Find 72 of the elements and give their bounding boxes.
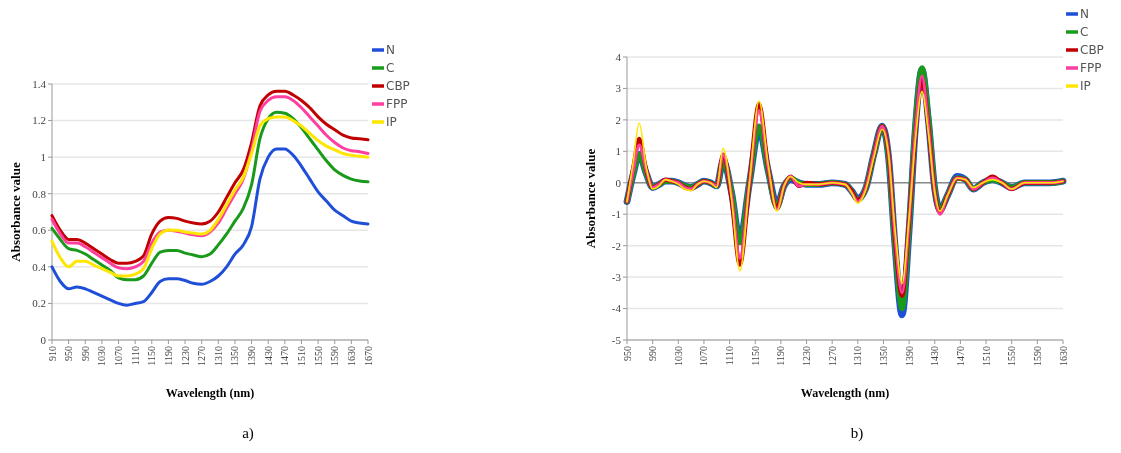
x-tick-label: 1230: [801, 346, 813, 366]
y-tick-label: 0: [615, 176, 622, 189]
legend-label: CBP: [386, 79, 410, 94]
x-tick-label: 1190: [775, 346, 787, 366]
y-axis-title: Absorbance value: [8, 162, 23, 262]
x-tick-label: 1190: [162, 346, 174, 366]
x-axis-title: Wavelength (nm): [800, 386, 890, 400]
x-tick-label: 910: [46, 346, 58, 361]
x-tick-label: 1630: [1057, 346, 1069, 366]
x-tick-label: 1590: [1031, 346, 1043, 366]
x-tick-label: 1230: [179, 346, 191, 366]
x-tick-label: 1390: [903, 346, 915, 366]
x-tick-label: 1470: [954, 346, 966, 366]
y-tick-label: -4: [611, 302, 622, 315]
x-tick-label: 1550: [1006, 346, 1018, 366]
x-tick-label: 1630: [345, 346, 357, 366]
y-tick-label: 0.4: [32, 260, 47, 273]
x-tick-label: 1430: [262, 346, 274, 366]
x-tick-label: 1670: [362, 346, 374, 366]
x-tick-label: 950: [621, 346, 633, 361]
x-tick-label: 1310: [852, 346, 864, 366]
y-axis-title: Absorbance value: [583, 148, 598, 249]
x-tick-label: 1270: [196, 346, 208, 366]
x-tick-label: 1550: [312, 346, 324, 366]
legend-label: C: [1080, 25, 1089, 40]
legend-label: C: [386, 61, 395, 76]
x-tick-label: 1390: [246, 346, 258, 366]
legend-label: N: [386, 43, 395, 58]
y-tick-label: 0.6: [32, 224, 47, 237]
x-tick-label: 1110: [129, 346, 141, 366]
legend-label: IP: [1080, 79, 1091, 94]
text: b): [850, 425, 864, 442]
y-tick-label: 1.4: [32, 77, 47, 90]
x-tick-label: 950: [63, 346, 75, 361]
x-tick-label: 1270: [826, 346, 838, 366]
y-tick-label: 1.2: [32, 114, 46, 127]
x-tick-label: 1310: [212, 346, 224, 366]
y-tick-label: -5: [611, 333, 622, 346]
x-tick-label: 1590: [329, 346, 341, 366]
x-tick-label: 1510: [295, 346, 307, 366]
y-tick-label: 0: [40, 333, 47, 346]
text: a): [242, 425, 254, 442]
x-tick-label: 1350: [877, 346, 889, 366]
x-tick-label: 1470: [279, 346, 291, 366]
x-axis-title: Wavelength (nm): [165, 386, 255, 400]
x-tick-label: 1430: [929, 346, 941, 366]
legend-label: IP: [386, 115, 397, 130]
x-tick-label: 1510: [980, 346, 992, 366]
x-tick-label: 1070: [113, 346, 125, 366]
x-tick-label: 1110: [724, 346, 736, 366]
x-tick-label: 1350: [229, 346, 241, 366]
y-tick-label: 1: [40, 150, 46, 163]
x-tick-label: 990: [647, 346, 659, 361]
y-tick-label: -2: [611, 239, 621, 252]
y-tick-label: -3: [611, 270, 622, 283]
legend-label: N: [1080, 7, 1089, 22]
x-tick-label: 1150: [146, 346, 158, 366]
x-tick-label: 1030: [96, 346, 108, 366]
y-tick-label: 1: [615, 145, 621, 158]
y-tick-label: 4: [615, 50, 622, 63]
x-tick-label: 1070: [698, 346, 710, 366]
y-tick-label: 2: [615, 113, 621, 126]
y-tick-label: 3: [615, 82, 622, 95]
x-tick-label: 990: [79, 346, 91, 361]
legend-label: CBP: [1080, 43, 1104, 58]
y-tick-label: -1: [611, 208, 621, 221]
x-tick-label: 1150: [749, 346, 761, 366]
y-tick-label: 0.8: [32, 187, 47, 200]
y-tick-label: 0.2: [32, 297, 46, 310]
legend-label: FPP: [386, 97, 408, 112]
legend-label: FPP: [1080, 61, 1102, 76]
x-tick-label: 1030: [672, 346, 684, 366]
